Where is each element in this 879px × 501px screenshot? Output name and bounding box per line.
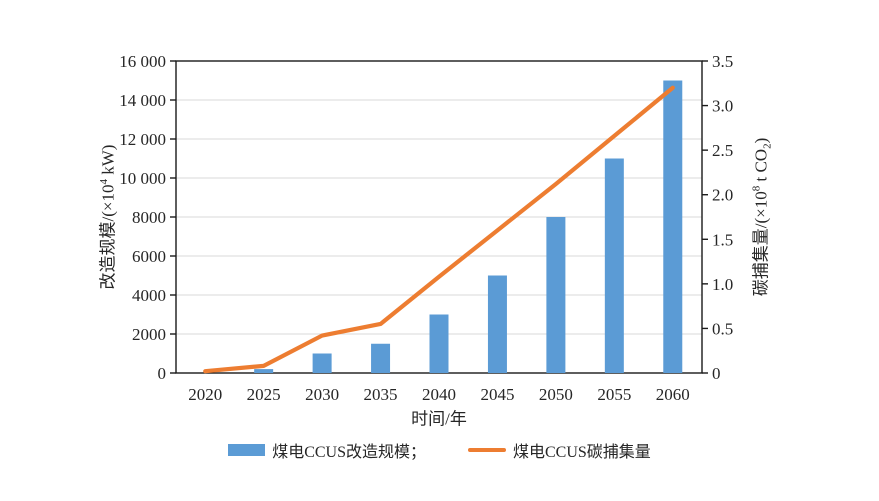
x-axis-tick-label: 2025 xyxy=(247,385,281,404)
legend-bar-swatch xyxy=(228,444,266,456)
legend-bar-label: 煤电CCUS改造规模； xyxy=(272,444,426,461)
left-axis-title-unit: kW) xyxy=(98,144,118,179)
left-axis-tick-label: 8000 xyxy=(132,208,166,227)
x-axis-tick-label: 2055 xyxy=(597,385,631,404)
right-axis-tick-label: 3.0 xyxy=(712,97,733,116)
right-axis-tick-label: 1.0 xyxy=(712,275,733,294)
left-axis-tick-label: 2000 xyxy=(132,325,166,344)
right-axis-title-sup: 8 xyxy=(750,185,763,192)
legend-item-line: 煤电CCUS碳捕集量 xyxy=(468,438,651,462)
right-axis-tick-label: 1.5 xyxy=(712,230,733,249)
bar-2025 xyxy=(254,369,274,373)
left-axis-title-sup: 4 xyxy=(97,178,110,185)
x-axis-tick-label: 2035 xyxy=(364,385,398,404)
left-axis-tick-label: 14 000 xyxy=(119,91,166,110)
bar-2060 xyxy=(663,80,683,373)
bar-2050 xyxy=(546,217,566,373)
x-axis-tick-label: 2040 xyxy=(422,385,456,404)
bar-2040 xyxy=(429,314,449,373)
legend-line-label: 煤电CCUS碳捕集量 xyxy=(513,444,651,461)
x-axis-tick-label: 2030 xyxy=(305,385,339,404)
right-axis-tick-label: 2.5 xyxy=(712,141,733,160)
right-axis-title: 碳捕集量/(×108 t CO2) xyxy=(746,137,774,297)
bar-2045 xyxy=(487,275,507,373)
bar-2030 xyxy=(312,353,332,373)
legend: 煤电CCUS改造规模； 煤电CCUS碳捕集量 xyxy=(0,439,879,461)
capture-line xyxy=(203,85,675,374)
x-axis-tick-label: 2045 xyxy=(480,385,514,404)
left-axis-tick-label: 0 xyxy=(158,364,167,383)
right-axis-tick-label: 0.5 xyxy=(712,319,733,338)
left-axis-tick-label: 16 000 xyxy=(119,52,166,71)
right-axis-title-sub: 2 xyxy=(761,143,774,149)
x-axis-tick-label: 2020 xyxy=(188,385,222,404)
left-axis-tick-label: 12 000 xyxy=(119,130,166,149)
right-axis-tick-label: 0 xyxy=(712,364,721,383)
legend-line-swatch xyxy=(468,448,506,452)
legend-item-bar: 煤电CCUS改造规模； xyxy=(228,438,426,462)
left-axis-tick-label: 4000 xyxy=(132,286,166,305)
right-axis-title-unit: t CO xyxy=(751,148,771,186)
left-axis-title: 改造规模/(×104 kW) xyxy=(94,145,119,290)
right-axis-title-close: ) xyxy=(751,137,771,144)
left-axis-title-text: 改造规模/(×10 xyxy=(98,184,118,290)
right-axis-tick-label: 3.5 xyxy=(712,52,733,71)
left-axis-tick-label: 10 000 xyxy=(119,169,166,188)
right-axis-tick-label: 2.0 xyxy=(712,186,733,205)
x-axis-tick-label: 2050 xyxy=(539,385,573,404)
x-axis-title: 时间/年 xyxy=(411,409,467,429)
left-axis-tick-label: 6000 xyxy=(132,247,166,266)
bar-2055 xyxy=(604,158,624,373)
right-axis-title-text: 碳捕集量/(×10 xyxy=(751,191,771,297)
bar-2035 xyxy=(371,343,391,373)
x-axis-tick-label: 2060 xyxy=(656,385,690,404)
